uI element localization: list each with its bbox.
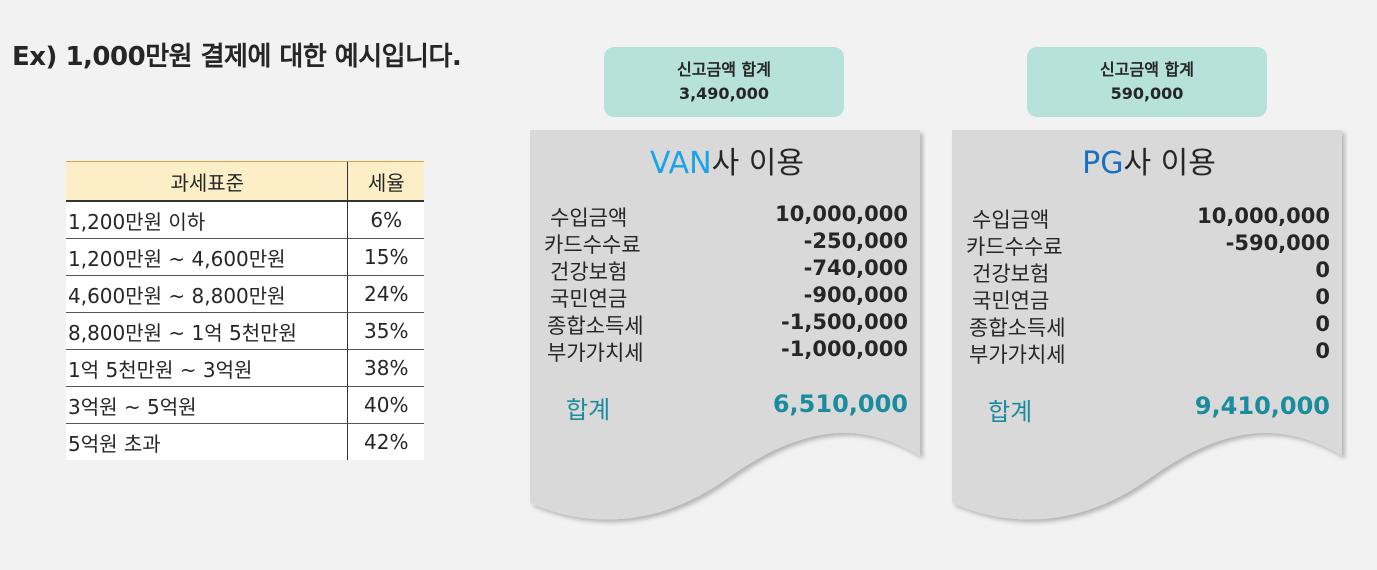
list-item: 카드수수료 -590,000 — [950, 231, 1348, 259]
tax-base-cell: 1억 5천만원 ~ 3억원 — [66, 349, 348, 387]
item-label: 카드수수료 — [966, 235, 1063, 259]
pg-title-rest: 사 이용 — [1123, 146, 1216, 181]
header-tax-base: 과세표준 — [66, 161, 348, 202]
item-value: -1,500,000 — [781, 310, 908, 334]
item-value: -590,000 — [1225, 231, 1330, 255]
van-total-amount: 3,490,000 — [678, 84, 770, 103]
tax-rate-cell: 15% — [347, 238, 424, 276]
table-row: 3억원 ~ 5억원 40% — [66, 386, 424, 424]
item-label: 부가가치세 — [969, 343, 1066, 367]
item-value: -740,000 — [803, 256, 908, 280]
pg-receipt: PG사 이용 수입금액 10,000,000 카드수수료 -590,000 건강보험… — [950, 128, 1348, 538]
list-item: 부가가치세 -1,000,000 — [528, 337, 926, 365]
item-label: 국민연금 — [972, 289, 1050, 313]
sum-label: 합계 — [988, 398, 1033, 426]
table-row: 1억 5천만원 ~ 3억원 38% — [66, 349, 424, 387]
van-total-box: 신고금액 합계 3,490,000 — [604, 47, 844, 117]
item-label: 건강보험 — [550, 260, 628, 284]
pg-total-label: 신고금액 합계 — [1100, 60, 1194, 79]
item-value: -250,000 — [803, 229, 908, 253]
item-label: 부가가치세 — [547, 341, 644, 365]
tax-rate-cell: 40% — [347, 386, 424, 424]
sum-row: 합계 6,510,000 — [528, 390, 926, 424]
tax-rate-cell: 24% — [347, 275, 424, 313]
table-row: 8,800만원 ~ 1억 5천만원 35% — [66, 312, 424, 350]
table-row: 5억원 초과 42% — [66, 423, 424, 460]
item-label: 종합소득세 — [547, 314, 644, 338]
list-item: 부가가치세 0 — [950, 339, 1348, 367]
pg-receipt-title: PG사 이용 — [950, 138, 1348, 182]
item-value: 0 — [1315, 258, 1330, 282]
item-value: -900,000 — [803, 283, 908, 307]
header-tax-rate: 세율 — [347, 161, 424, 202]
pg-total-amount: 590,000 — [1110, 84, 1184, 103]
table-header-row: 과세표준 세율 — [66, 161, 424, 202]
list-item: 건강보험 0 — [950, 258, 1348, 286]
list-item: 수입금액 10,000,000 — [528, 202, 926, 230]
receipt-shape — [952, 130, 1342, 520]
list-item: 종합소득세 -1,500,000 — [528, 310, 926, 338]
item-value: 10,000,000 — [1197, 204, 1330, 228]
tax-base-cell: 3억원 ~ 5억원 — [66, 386, 348, 424]
tax-rate-cell: 38% — [347, 349, 424, 387]
receipt-shape — [530, 130, 920, 520]
tax-base-cell: 4,600만원 ~ 8,800만원 — [66, 275, 348, 313]
tax-base-cell: 5억원 초과 — [68, 431, 161, 456]
list-item: 국민연금 -900,000 — [528, 283, 926, 311]
table-row: 1,200만원 ~ 4,600만원 15% — [66, 238, 424, 276]
list-item: 수입금액 10,000,000 — [950, 204, 1348, 232]
pg-total-box: 신고금액 합계 590,000 — [1027, 47, 1267, 117]
item-value: 0 — [1315, 339, 1330, 363]
sum-value: 9,410,000 — [1194, 392, 1330, 420]
van-title-rest: 사 이용 — [711, 146, 804, 181]
tax-rate-table: 과세표준 세율 1,200만원 이하 6% 1,200만원 ~ 4,600만원 15… — [66, 161, 424, 460]
van-total-label: 신고금액 합계 — [677, 60, 771, 79]
tax-rate-cell: 42% — [347, 423, 424, 460]
list-item: 카드수수료 -250,000 — [528, 229, 926, 257]
table-row: 4,600만원 ~ 8,800만원 24% — [66, 275, 424, 313]
item-label: 수입금액 — [972, 208, 1050, 232]
list-item: 종합소득세 0 — [950, 312, 1348, 340]
list-item: 국민연금 0 — [950, 285, 1348, 313]
sum-value: 6,510,000 — [772, 390, 908, 418]
tax-base-cell: 1,200만원 ~ 4,600만원 — [66, 238, 348, 276]
item-label: 국민연금 — [550, 287, 628, 311]
tax-base-cell: 8,800만원 ~ 1억 5천만원 — [66, 312, 348, 350]
page-headline: Ex) 1,000만원 결제에 대한 예시입니다. — [12, 42, 462, 72]
item-value: -1,000,000 — [781, 337, 908, 361]
tax-rate-cell: 35% — [347, 312, 424, 350]
sum-label: 합계 — [566, 396, 611, 424]
item-value: 0 — [1315, 285, 1330, 309]
item-label: 종합소득세 — [969, 316, 1066, 340]
item-value: 0 — [1315, 312, 1330, 336]
item-label: 수입금액 — [550, 206, 628, 230]
sum-row: 합계 9,410,000 — [950, 392, 1348, 426]
item-label: 카드수수료 — [544, 233, 641, 257]
item-label: 건강보험 — [972, 262, 1050, 286]
tax-rate-cell: 6% — [347, 201, 424, 239]
list-item: 건강보험 -740,000 — [528, 256, 926, 284]
van-title-highlight: VAN — [650, 146, 712, 181]
van-receipt-title: VAN사 이용 — [528, 138, 926, 182]
item-value: 10,000,000 — [775, 202, 908, 226]
tax-base-cell: 1,200만원 이하 — [66, 201, 348, 239]
table-row: 1,200만원 이하 6% — [66, 201, 424, 239]
van-receipt: VAN사 이용 수입금액 10,000,000 카드수수료 -250,000 건강보… — [528, 128, 926, 538]
pg-title-highlight: PG — [1082, 146, 1124, 181]
